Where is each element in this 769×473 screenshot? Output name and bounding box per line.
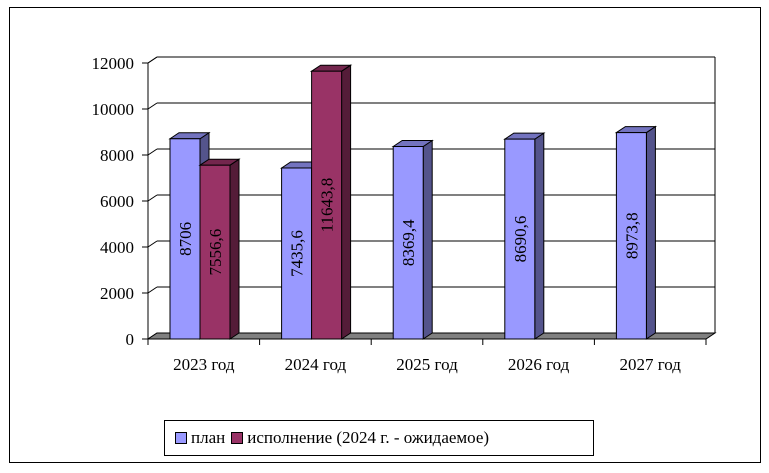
- bar: [311, 70, 343, 340]
- data-label: 8973,8: [622, 212, 641, 259]
- bar-side: [645, 125, 656, 340]
- data-label: 8690,6: [511, 216, 530, 263]
- bar: [169, 138, 201, 340]
- bar: [199, 164, 231, 340]
- legend-entry-plan: план: [175, 428, 225, 448]
- data-label: 7556,6: [206, 229, 225, 276]
- bar-side: [534, 132, 545, 340]
- bar: [504, 138, 536, 340]
- y-tick-label: 2000: [100, 284, 134, 303]
- data-label: 8706: [176, 222, 195, 256]
- bar-side: [341, 64, 352, 340]
- gridline-side: [147, 240, 158, 248]
- legend-swatch-plan: [175, 432, 187, 444]
- legend-label-plan: план: [191, 428, 226, 447]
- bar: [392, 146, 424, 340]
- x-tick-label: 2023 год: [173, 355, 235, 374]
- y-tick-label: 12000: [92, 54, 135, 73]
- bar-side: [422, 139, 433, 340]
- legend-entry-execution: исполнение (2024 г. - ожидаемое): [231, 428, 489, 448]
- legend-label-execution: исполнение (2024 г. - ожидаемое): [247, 428, 490, 447]
- legend: план исполнение (2024 г. - ожидаемое): [164, 420, 594, 456]
- y-tick-label: 4000: [100, 238, 134, 257]
- y-tick-label: 8000: [100, 146, 134, 165]
- data-label: 8369,4: [399, 219, 418, 266]
- gridline-side: [147, 194, 158, 202]
- y-tick-label: 0: [126, 330, 135, 349]
- bar: [615, 132, 647, 340]
- data-label: 11643,8: [318, 178, 337, 233]
- x-tick-label: 2026 год: [508, 355, 570, 374]
- gridline-side: [147, 102, 158, 110]
- gridline-side: [147, 148, 158, 156]
- data-label: 7435,6: [288, 230, 307, 277]
- y-axis-top: [147, 56, 158, 64]
- bar-side: [229, 158, 240, 340]
- x-tick-label: 2027 год: [619, 355, 681, 374]
- x-tick-label: 2024 год: [285, 355, 347, 374]
- legend-swatch-execution: [231, 432, 244, 444]
- y-tick-label: 10000: [92, 100, 135, 119]
- x-tick-label: 2025 год: [396, 355, 458, 374]
- gridline-side: [147, 286, 158, 294]
- bar: [281, 167, 313, 340]
- y-tick-label: 6000: [100, 192, 134, 211]
